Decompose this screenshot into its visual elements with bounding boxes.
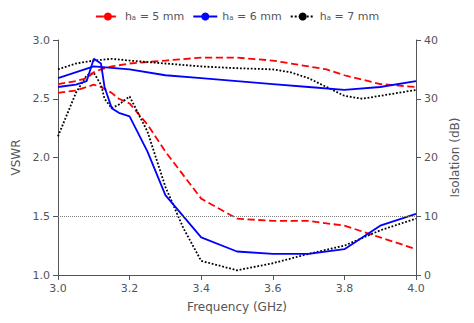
svg-text:hₐ = 5 mm: hₐ = 5 mm — [125, 10, 184, 23]
svg-text:1.5: 1.5 — [33, 210, 51, 223]
svg-text:2.5: 2.5 — [33, 92, 51, 105]
svg-text:4.0: 4.0 — [407, 282, 425, 295]
svg-text:3.6: 3.6 — [264, 282, 282, 295]
svg-text:2.0: 2.0 — [33, 151, 51, 164]
svg-text:20: 20 — [424, 151, 438, 164]
svg-text:Frequency (GHz): Frequency (GHz) — [187, 300, 287, 314]
svg-text:hₐ = 6 mm: hₐ = 6 mm — [222, 10, 281, 23]
svg-text:3.0: 3.0 — [33, 34, 51, 47]
svg-text:VSWR: VSWR — [9, 139, 23, 175]
svg-text:hₐ = 7 mm: hₐ = 7 mm — [320, 10, 379, 23]
svg-text:Isolation (dB): Isolation (dB) — [448, 118, 462, 198]
svg-text:30: 30 — [424, 92, 438, 105]
svg-text:10: 10 — [424, 210, 438, 223]
svg-text:40: 40 — [424, 34, 438, 47]
svg-text:3.2: 3.2 — [121, 282, 139, 295]
svg-text:1.0: 1.0 — [33, 269, 51, 282]
svg-text:3.0: 3.0 — [49, 282, 67, 295]
svg-text:3.4: 3.4 — [192, 282, 210, 295]
svg-text:3.8: 3.8 — [336, 282, 354, 295]
svg-text:0: 0 — [424, 269, 431, 282]
